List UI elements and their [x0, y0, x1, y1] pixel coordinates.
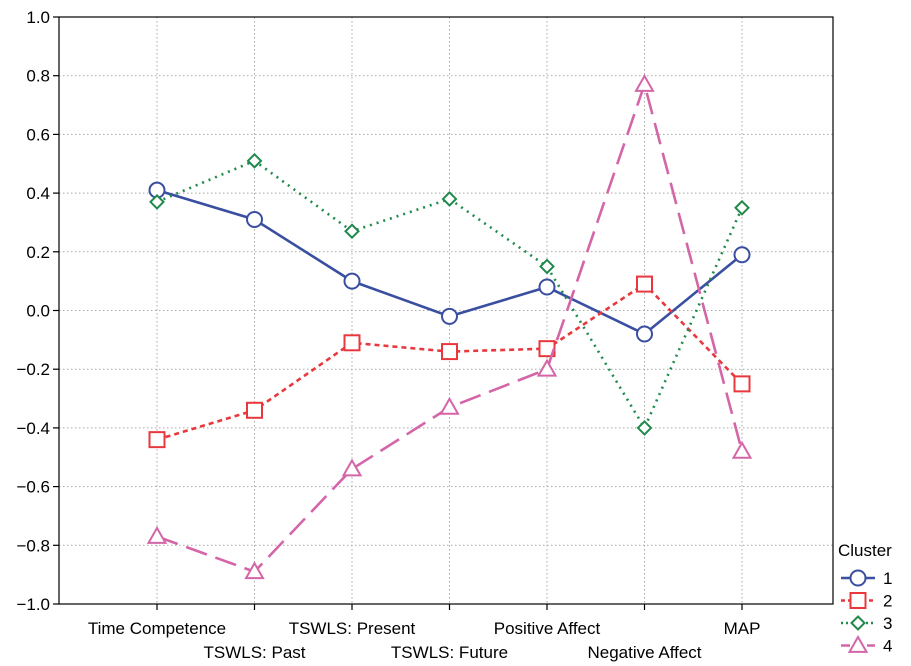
data-point [441, 307, 458, 325]
data-point [636, 325, 653, 343]
y-tick-label: 0.4 [26, 184, 50, 203]
series-3 [149, 152, 750, 436]
data-point [148, 431, 166, 449]
y-tick-label: 0.8 [26, 67, 50, 86]
y-tick-label: 0.2 [26, 243, 50, 262]
x-category-label: MAP [724, 619, 761, 638]
data-point [734, 199, 750, 216]
legend-marker [847, 634, 869, 653]
legend-title: Cluster [838, 541, 892, 560]
x-category-label: TSWLS: Future [391, 643, 508, 662]
data-point [341, 458, 363, 477]
axes: 1.0 0.8 0.6 0.4 0.2 0.0 −0.2 −0.4 −0.6 −0.8 −1.0 Ti… [16, 8, 834, 662]
legend: Cluster 1 2 3 4 [838, 541, 892, 656]
data-point [441, 343, 458, 361]
series-1 [148, 181, 751, 343]
legend-marker [850, 615, 866, 631]
series-2 [148, 275, 751, 449]
x-category-label: TSWLS: Present [289, 619, 416, 638]
x-category-label: Negative Affect [587, 643, 701, 662]
x-category-label: Positive Affect [494, 619, 601, 638]
legend-label: 4 [883, 637, 892, 656]
data-point [538, 340, 556, 358]
data-point [246, 211, 263, 229]
y-tick-label: 0.0 [26, 302, 50, 321]
data-point [636, 419, 653, 436]
data-point [538, 278, 556, 296]
data-point [343, 334, 361, 352]
legend-item: 3 [841, 614, 892, 633]
data-point [246, 401, 263, 419]
data-point [344, 223, 360, 240]
data-point [733, 375, 751, 393]
series-4 [146, 73, 753, 580]
legend-marker [849, 592, 867, 609]
legend-label: 1 [883, 569, 892, 588]
x-category-label: Time Competence [88, 619, 226, 638]
legend-marker [849, 569, 867, 587]
y-tick-label: 1.0 [26, 8, 50, 27]
legend-item: 4 [841, 634, 892, 656]
y-tick-label: −0.4 [16, 419, 50, 438]
data-point [539, 258, 555, 275]
data-point [246, 152, 263, 169]
data-point [439, 396, 460, 415]
data-point [731, 440, 753, 459]
data-point [343, 272, 361, 290]
legend-label: 2 [883, 592, 892, 611]
legend-label: 3 [883, 614, 892, 633]
data-point [636, 275, 653, 293]
y-tick-label: 0.6 [26, 125, 50, 144]
y-tick-label: −0.8 [16, 536, 50, 555]
legend-item: 2 [841, 592, 892, 611]
y-tick-label: −0.2 [16, 360, 50, 379]
legend-item: 1 [841, 569, 892, 588]
data-point [733, 246, 751, 264]
x-category-label: TSWLS: Past [203, 643, 305, 662]
data-point [146, 525, 168, 544]
data-point [244, 561, 265, 580]
y-tick-label: −1.0 [16, 595, 50, 614]
data-point [536, 358, 558, 377]
y-tick-label: −0.6 [16, 478, 50, 497]
series-lines [146, 73, 753, 580]
data-point [441, 191, 458, 207]
data-point [634, 73, 655, 92]
data-point [149, 193, 165, 210]
